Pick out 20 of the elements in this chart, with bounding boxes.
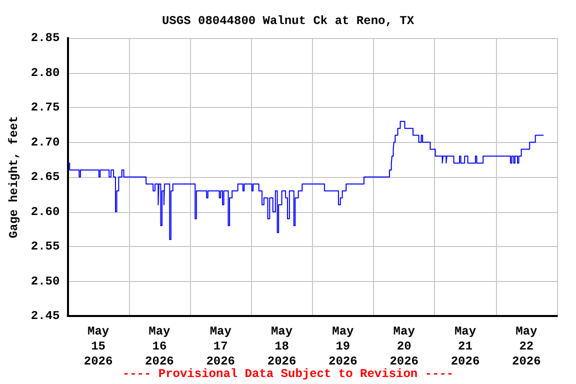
y-tick-label: 2.50 [30, 274, 60, 288]
x-tick-label: May 20 2026 [390, 324, 418, 368]
y-tick-label: 2.60 [30, 204, 60, 219]
x-tick-label: May 18 2026 [267, 324, 296, 368]
y-axis-title: Gage height, feet [7, 116, 21, 238]
y-tick-label: 2.70 [30, 135, 60, 150]
y-tick-label: 2.75 [30, 100, 60, 114]
x-tick-label: May 21 2026 [450, 324, 480, 368]
text: ---- Provisional Data Subject to Revision ---- [122, 367, 454, 381]
x-tick-label: May 22 2026 [512, 324, 541, 368]
x-tick-label: May 19 2026 [328, 324, 358, 368]
x-tick-label: May 15 2026 [84, 324, 113, 368]
y-tick-label: 2.80 [30, 66, 60, 80]
y-tick-label: 2.55 [30, 240, 60, 254]
chart-title: USGS 08044800 Walnut Ck at Reno, TX [162, 14, 415, 28]
y-tick-label: 2.85 [30, 31, 60, 45]
y-tick-label: 2.65 [30, 170, 60, 184]
x-tick-label: May 16 2026 [145, 324, 174, 368]
y-tick-label: 2.45 [30, 309, 60, 323]
x-tick-label: May 17 2026 [206, 324, 236, 368]
